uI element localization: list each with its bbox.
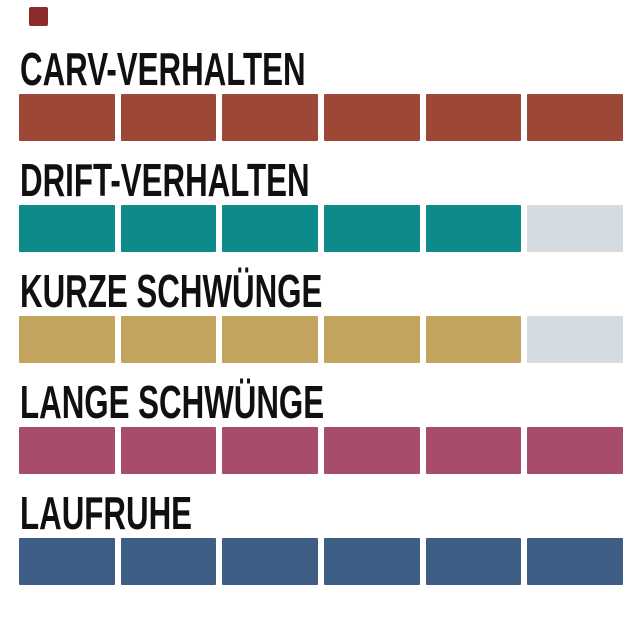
rating-cell-filled: [120, 427, 217, 474]
rating-cell-filled: [120, 205, 217, 252]
rating-cell-filled: [324, 427, 420, 474]
rating-group-laufruhe: LAUFRUHE: [19, 487, 624, 585]
rating-cell-filled: [120, 316, 217, 363]
rating-group-lange-schwuenge: LANGE SCHWÜNGE: [19, 376, 624, 474]
rating-cell-filled: [222, 538, 319, 585]
rating-label: CARV-VERHALTEN: [20, 43, 306, 95]
rating-label: LANGE SCHWÜNGE: [20, 376, 325, 428]
rating-cell-empty: [527, 316, 624, 363]
rating-cell-filled: [19, 94, 115, 141]
rating-cell-filled: [222, 205, 319, 252]
rating-cell-filled: [527, 538, 624, 585]
rating-cell-filled: [222, 427, 319, 474]
rating-bar: [19, 316, 624, 363]
rating-label: KURZE SCHWÜNGE: [20, 265, 323, 317]
rating-cell-filled: [425, 94, 522, 141]
rating-cell-filled: [425, 205, 522, 252]
rating-group-kurze-schwuenge: KURZE SCHWÜNGE: [19, 265, 624, 363]
rating-bar: [19, 538, 624, 585]
rating-bar: [19, 427, 624, 474]
rating-cell-filled: [120, 94, 217, 141]
rating-cell-filled: [324, 205, 420, 252]
rating-cell-filled: [19, 427, 115, 474]
category-color-marker: [29, 7, 48, 26]
rating-cell-filled: [19, 538, 115, 585]
rating-group-drift-verhalten: DRIFT-VERHALTEN: [19, 154, 624, 252]
rating-cell-filled: [120, 538, 217, 585]
rating-cell-filled: [527, 94, 624, 141]
rating-cell-filled: [324, 94, 420, 141]
rating-cell-filled: [425, 316, 522, 363]
ratings-chart: CARV-VERHALTEN DRIFT-VERHALTEN KURZE SCH…: [19, 43, 624, 585]
rating-cell-filled: [425, 427, 522, 474]
rating-cell-filled: [222, 316, 319, 363]
rating-bar: [19, 94, 624, 141]
rating-cell-filled: [324, 538, 420, 585]
rating-cell-filled: [324, 316, 420, 363]
rating-bar: [19, 205, 624, 252]
rating-cell-filled: [19, 316, 115, 363]
rating-cell-filled: [425, 538, 522, 585]
rating-group-carv-verhalten: CARV-VERHALTEN: [19, 43, 624, 141]
rating-cell-filled: [222, 94, 319, 141]
rating-label: DRIFT-VERHALTEN: [20, 154, 310, 206]
rating-cell-filled: [19, 205, 115, 252]
rating-label: LAUFRUHE: [20, 487, 193, 539]
rating-cell-empty: [527, 205, 624, 252]
rating-cell-filled: [527, 427, 624, 474]
